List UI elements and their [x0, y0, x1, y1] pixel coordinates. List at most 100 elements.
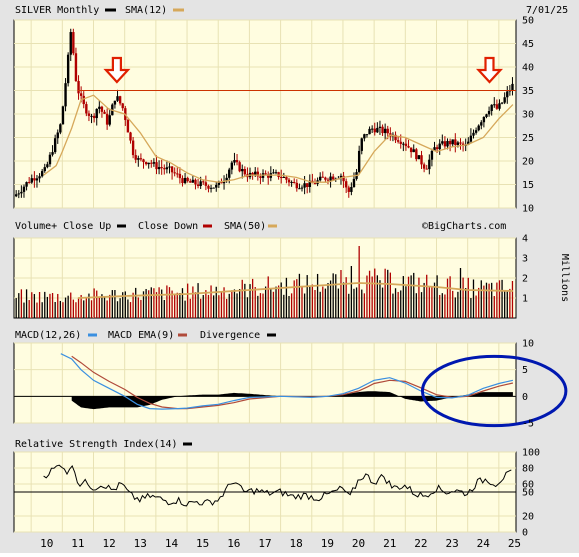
candle-body	[285, 176, 288, 180]
highlight-circle	[420, 354, 568, 428]
candle-body	[259, 176, 262, 178]
candle-body	[27, 182, 31, 184]
candle-body	[373, 128, 376, 133]
y-tick-label: 80	[522, 464, 534, 475]
candle-body	[142, 159, 145, 163]
candle-body	[113, 100, 117, 105]
candle-body	[326, 179, 330, 181]
y-tick-label: 10	[522, 339, 534, 350]
y-tick-label: 0	[522, 392, 528, 403]
candle-body	[300, 187, 304, 189]
candle-body	[365, 134, 369, 136]
candle-body	[233, 160, 236, 163]
candle-body	[186, 177, 189, 182]
candle-body	[422, 164, 426, 169]
candle-body	[305, 183, 309, 188]
candle-body	[59, 124, 62, 133]
y-tick-label: -5	[522, 419, 534, 430]
candle-body	[303, 183, 306, 188]
candle-body	[493, 104, 496, 106]
y-tick-label: 0	[522, 528, 528, 539]
watermark: ©BigCharts.com	[422, 221, 506, 232]
candle-body	[433, 147, 436, 151]
candle-body	[155, 162, 158, 170]
candle-body	[394, 134, 397, 141]
candle-body	[446, 140, 449, 147]
candle-body	[381, 126, 384, 134]
candle-body	[129, 132, 132, 141]
macd-ema-label: MACD EMA(9)	[108, 330, 174, 341]
candle-body	[126, 120, 130, 133]
candle-body	[495, 104, 499, 109]
price-title: SILVER Monthly	[15, 5, 99, 16]
volume-sma-swatch	[268, 224, 277, 228]
candle-body	[69, 32, 72, 55]
candle-body	[66, 54, 70, 84]
candle-body	[53, 138, 57, 153]
candle-body	[196, 184, 200, 187]
candle-body	[160, 167, 163, 169]
candle-body	[417, 155, 421, 160]
candle-body	[318, 176, 322, 181]
candle-body	[82, 95, 85, 105]
candle-body	[56, 132, 59, 139]
candle-body	[402, 143, 405, 145]
x-tick-label: 14	[165, 537, 179, 550]
candle-body	[295, 182, 299, 189]
candle-body	[43, 167, 46, 172]
candle-body	[293, 182, 296, 184]
candle-body	[108, 115, 111, 125]
candle-body	[228, 169, 231, 178]
y-tick-label: 30	[522, 110, 534, 121]
candle-body	[396, 140, 400, 142]
candle-body	[22, 186, 26, 192]
candle-body	[163, 168, 166, 170]
candle-body	[85, 104, 88, 114]
candle-body	[435, 147, 439, 150]
candle-body	[451, 139, 454, 145]
volume-sma50-line	[77, 282, 513, 299]
candle-body	[199, 181, 202, 187]
candle-body	[61, 106, 65, 125]
candle-body	[254, 171, 257, 175]
candle-body	[152, 162, 156, 164]
candle-body	[467, 141, 470, 145]
candle-body	[40, 171, 44, 177]
candle-body	[482, 117, 486, 123]
candle-body	[241, 168, 244, 172]
y-tick-label: 2	[522, 274, 528, 285]
candle-body	[378, 126, 382, 128]
x-tick-label: 11	[71, 537, 84, 550]
volume-up-swatch	[117, 224, 126, 228]
candle-body	[251, 172, 254, 175]
candle-body	[144, 162, 148, 165]
candle-body	[74, 53, 78, 81]
x-tick-label: 21	[383, 537, 396, 550]
candle-body	[181, 178, 184, 184]
candle-body	[48, 154, 52, 165]
candle-body	[267, 174, 270, 178]
x-tick-label: 20	[352, 537, 365, 550]
candle-body	[321, 176, 324, 178]
candle-body	[168, 166, 171, 168]
candle-body	[441, 141, 444, 144]
candle-body	[282, 176, 286, 178]
y-tick-label: 45	[522, 39, 534, 50]
y-tick-label: 50	[522, 488, 534, 499]
candle-body	[430, 150, 434, 160]
y-tick-label: 10	[522, 204, 534, 215]
candle-body	[313, 183, 317, 185]
x-tick-label: 22	[414, 537, 427, 550]
candle-body	[20, 191, 23, 194]
candle-body	[290, 182, 293, 184]
candle-body	[280, 177, 283, 179]
candle-body	[477, 125, 480, 131]
candle-body	[298, 188, 301, 190]
volume-bars	[15, 246, 514, 318]
candle-body	[35, 178, 39, 181]
candle-body	[79, 93, 83, 96]
candle-body	[191, 179, 195, 183]
y-tick-label: 20	[522, 157, 534, 168]
candle-body	[485, 114, 488, 118]
